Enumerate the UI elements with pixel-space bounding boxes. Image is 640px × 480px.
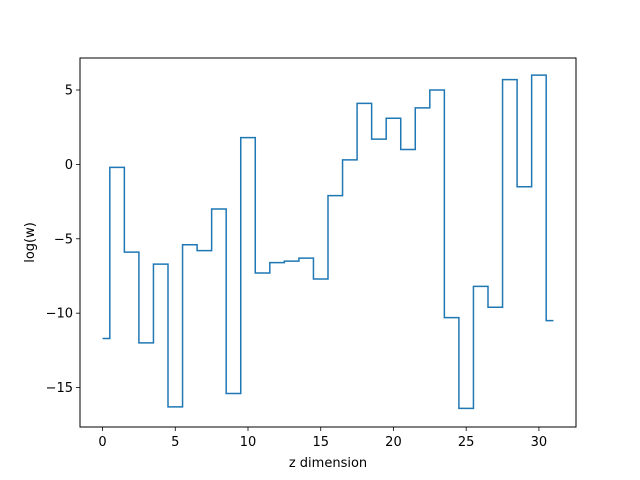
x-tick-label: 20 xyxy=(385,435,402,450)
series-0-step-line xyxy=(102,74,554,410)
x-tick-label: 30 xyxy=(531,435,548,450)
x-tick-label: 0 xyxy=(98,435,106,450)
y-tick-label: −10 xyxy=(46,307,73,322)
y-tick-label: −5 xyxy=(54,232,73,247)
plot-frame xyxy=(79,57,577,428)
x-tick-label: 5 xyxy=(171,435,179,450)
y-tick-label: 5 xyxy=(65,83,73,98)
y-axis-label: log(w) xyxy=(23,222,38,263)
x-axis-label: z dimension xyxy=(289,456,367,471)
y-tick-label: 0 xyxy=(65,158,73,173)
x-tick-label: 10 xyxy=(240,435,257,450)
x-tick-label: 15 xyxy=(312,435,329,450)
y-tick-label: −15 xyxy=(46,381,73,396)
x-tick-label: 25 xyxy=(458,435,475,450)
